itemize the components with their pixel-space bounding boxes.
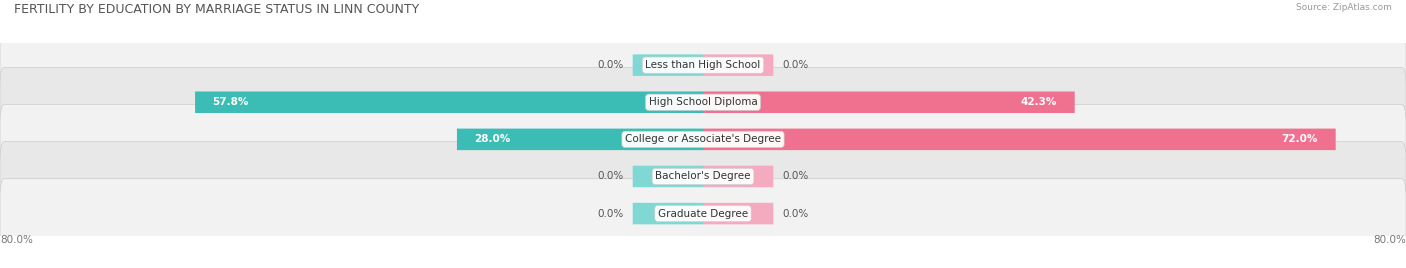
FancyBboxPatch shape [0, 30, 1406, 100]
Text: FERTILITY BY EDUCATION BY MARRIAGE STATUS IN LINN COUNTY: FERTILITY BY EDUCATION BY MARRIAGE STATU… [14, 3, 419, 16]
FancyBboxPatch shape [703, 129, 1336, 150]
Text: College or Associate's Degree: College or Associate's Degree [626, 134, 780, 144]
Text: 80.0%: 80.0% [1374, 235, 1406, 245]
Text: 0.0%: 0.0% [598, 60, 624, 70]
Text: 42.3%: 42.3% [1021, 97, 1057, 107]
Text: Graduate Degree: Graduate Degree [658, 209, 748, 219]
FancyBboxPatch shape [633, 166, 703, 187]
FancyBboxPatch shape [0, 179, 1406, 248]
Text: 0.0%: 0.0% [782, 209, 808, 219]
FancyBboxPatch shape [633, 203, 703, 224]
Text: High School Diploma: High School Diploma [648, 97, 758, 107]
Text: Less than High School: Less than High School [645, 60, 761, 70]
Text: 72.0%: 72.0% [1282, 134, 1319, 144]
Text: Bachelor's Degree: Bachelor's Degree [655, 172, 751, 181]
Text: 0.0%: 0.0% [782, 60, 808, 70]
FancyBboxPatch shape [703, 54, 773, 76]
FancyBboxPatch shape [703, 166, 773, 187]
FancyBboxPatch shape [703, 203, 773, 224]
FancyBboxPatch shape [703, 91, 1074, 113]
Text: 0.0%: 0.0% [598, 172, 624, 181]
Text: Source: ZipAtlas.com: Source: ZipAtlas.com [1296, 3, 1392, 12]
FancyBboxPatch shape [195, 91, 703, 113]
FancyBboxPatch shape [0, 67, 1406, 137]
Text: 28.0%: 28.0% [475, 134, 510, 144]
Text: 80.0%: 80.0% [0, 235, 32, 245]
FancyBboxPatch shape [0, 142, 1406, 211]
Text: 0.0%: 0.0% [782, 172, 808, 181]
FancyBboxPatch shape [457, 129, 703, 150]
FancyBboxPatch shape [0, 105, 1406, 174]
Text: 57.8%: 57.8% [212, 97, 249, 107]
Text: 0.0%: 0.0% [598, 209, 624, 219]
FancyBboxPatch shape [633, 54, 703, 76]
